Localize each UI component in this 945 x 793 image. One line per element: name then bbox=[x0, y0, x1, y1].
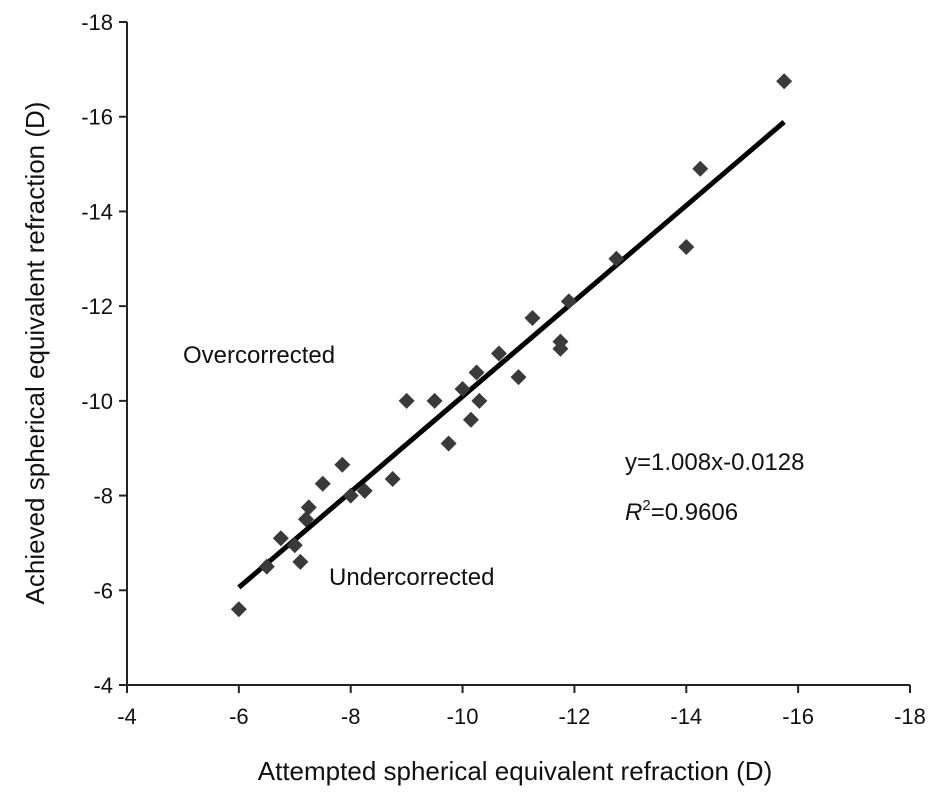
x-ticks: -4 -6 -8 -10 -12 -14 -16 -18 bbox=[117, 685, 926, 729]
data-point bbox=[297, 511, 314, 528]
axes bbox=[126, 22, 910, 686]
r-squared: R2=0.9606 bbox=[625, 497, 738, 526]
x-tick-label: -8 bbox=[341, 704, 361, 729]
x-tick-label: -10 bbox=[447, 704, 479, 729]
r-squared-value: =0.9606 bbox=[651, 499, 738, 526]
data-point bbox=[342, 487, 359, 504]
y-tick-label: -6 bbox=[93, 578, 113, 603]
y-tick-label: -10 bbox=[81, 389, 113, 414]
x-tick-label: -12 bbox=[559, 704, 591, 729]
data-point bbox=[608, 250, 625, 267]
data-point bbox=[440, 435, 457, 452]
r-squared-superscript: 2 bbox=[642, 497, 650, 514]
regression-equation: y=1.008x-0.0128 bbox=[625, 449, 804, 476]
data-point bbox=[334, 456, 351, 473]
y-tick-label: -12 bbox=[81, 294, 113, 319]
data-point bbox=[258, 558, 275, 575]
data-point bbox=[552, 333, 569, 350]
undercorrected-label: Undercorrected bbox=[329, 564, 494, 591]
overcorrected-label: Overcorrected bbox=[183, 342, 335, 369]
data-point bbox=[286, 537, 303, 554]
y-axis-title: Achieved spherical equivalent refraction… bbox=[20, 102, 50, 605]
data-point bbox=[692, 160, 709, 177]
x-axis-title: Attempted spherical equivalent refractio… bbox=[258, 756, 772, 786]
data-points bbox=[230, 73, 793, 618]
y-ticks: -4 -6 -8 -10 -12 -14 -16 -18 bbox=[81, 10, 127, 698]
data-point bbox=[292, 553, 309, 570]
data-point bbox=[314, 475, 331, 492]
x-tick-label: -6 bbox=[229, 704, 249, 729]
x-tick-label: -14 bbox=[670, 704, 702, 729]
y-tick-label: -14 bbox=[81, 199, 113, 224]
data-point bbox=[678, 238, 695, 255]
data-point bbox=[510, 369, 527, 386]
data-point bbox=[398, 392, 415, 409]
y-tick-label: -4 bbox=[93, 673, 113, 698]
data-point bbox=[272, 530, 289, 547]
data-point bbox=[230, 601, 247, 618]
data-point bbox=[454, 381, 471, 398]
r-squared-symbol: R bbox=[625, 499, 642, 526]
y-tick-label: -18 bbox=[81, 10, 113, 35]
data-point bbox=[776, 73, 793, 90]
x-tick-label: -4 bbox=[117, 704, 137, 729]
data-point bbox=[356, 482, 373, 499]
data-point bbox=[468, 364, 485, 381]
data-point bbox=[524, 309, 541, 326]
data-point bbox=[462, 411, 479, 428]
y-tick-label: -16 bbox=[81, 105, 113, 130]
data-point bbox=[384, 470, 401, 487]
data-point bbox=[560, 293, 577, 310]
data-point bbox=[490, 345, 507, 362]
data-point bbox=[426, 392, 443, 409]
data-point bbox=[300, 499, 317, 516]
x-tick-label: -18 bbox=[894, 704, 926, 729]
x-tick-label: -16 bbox=[782, 704, 814, 729]
data-point bbox=[471, 392, 488, 409]
trend-line bbox=[237, 120, 786, 590]
y-tick-label: -8 bbox=[93, 484, 113, 509]
